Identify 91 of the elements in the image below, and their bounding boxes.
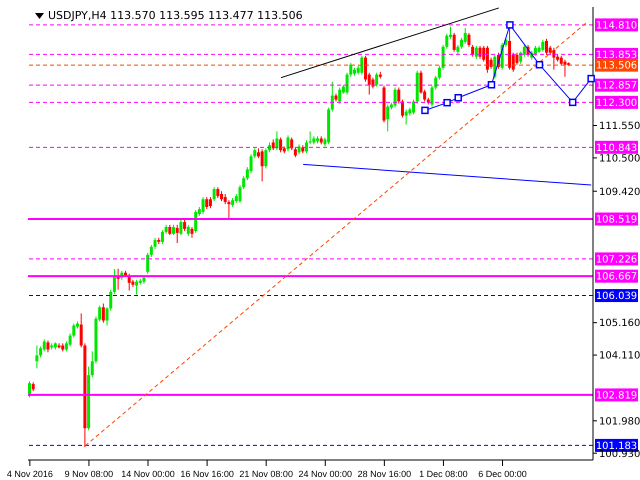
point bbox=[587, 74, 595, 82]
ref-line-label: 106.667 bbox=[596, 272, 638, 283]
point bbox=[421, 106, 429, 114]
x-tick-label: 16 Nov 16:00 bbox=[180, 469, 234, 479]
x-tick-label: 9 Nov 08:00 bbox=[64, 469, 114, 479]
candlestick bbox=[208, 196, 212, 209]
x-tick-label: 14 Nov 00:00 bbox=[121, 469, 175, 479]
point bbox=[506, 21, 514, 29]
candlestick bbox=[112, 268, 116, 294]
candlestick bbox=[452, 32, 456, 52]
y-tick-label: 105.160 bbox=[599, 318, 640, 330]
candlestick bbox=[42, 338, 46, 352]
ref-line-label: 107.226 bbox=[596, 254, 638, 266]
x-tick-label: 4 Nov 2016 bbox=[6, 469, 53, 479]
candlestick bbox=[360, 55, 364, 76]
point bbox=[568, 98, 576, 106]
candlestick bbox=[346, 72, 349, 96]
ref-line-label: 106.039 bbox=[596, 291, 638, 302]
candlestick bbox=[478, 45, 482, 60]
candlestick bbox=[176, 224, 179, 244]
candlestick bbox=[290, 137, 294, 151]
point bbox=[443, 98, 451, 106]
candlestick bbox=[260, 148, 264, 182]
ref-line-label: 102.819 bbox=[596, 390, 638, 402]
point bbox=[536, 60, 544, 68]
candlestick bbox=[541, 39, 544, 52]
ref-line-label: 113.853 bbox=[596, 50, 638, 61]
chart-title: USDJPY,H4 113.570 113.595 113.477 113.506 bbox=[48, 9, 303, 22]
x-tick-label: 1 Dec 08:00 bbox=[419, 469, 468, 479]
candlestick bbox=[253, 148, 256, 159]
candlestick bbox=[286, 134, 290, 152]
candlestick bbox=[72, 323, 76, 338]
candlestick bbox=[349, 62, 352, 78]
ref-line-label: 114.810 bbox=[596, 20, 638, 32]
candlestick bbox=[116, 268, 120, 290]
candlestick bbox=[464, 27, 467, 44]
candlestick bbox=[279, 137, 282, 153]
candlestick bbox=[212, 186, 216, 202]
candlestick bbox=[146, 252, 150, 274]
candlestick bbox=[272, 138, 275, 151]
candlestick bbox=[534, 45, 537, 56]
x-tick-label: 6 Dec 00:00 bbox=[478, 469, 527, 479]
point bbox=[488, 81, 496, 89]
y-tick-label: 110.500 bbox=[599, 153, 640, 164]
candlestick bbox=[35, 345, 38, 369]
candlestick bbox=[515, 52, 518, 66]
candlestick bbox=[186, 224, 190, 236]
ref-line-label: 113.506 bbox=[596, 60, 638, 72]
candlestick bbox=[386, 104, 390, 132]
candlestick bbox=[394, 87, 397, 108]
candlestick bbox=[220, 190, 224, 202]
candlestick bbox=[298, 144, 301, 155]
candlestick bbox=[330, 81, 334, 112]
ref-line-label: 110.843 bbox=[596, 142, 638, 154]
candlestick bbox=[563, 59, 566, 78]
candlestick bbox=[224, 194, 227, 205]
point bbox=[454, 94, 462, 102]
y-tick-label: 111.550 bbox=[599, 121, 640, 132]
candlestick bbox=[519, 51, 522, 64]
candlestick bbox=[474, 45, 478, 60]
x-tick-label: 28 Nov 16:00 bbox=[358, 469, 412, 479]
candlestick bbox=[544, 38, 548, 56]
x-tick-label: 21 Nov 08:00 bbox=[239, 469, 293, 479]
ref-line-label: 112.857 bbox=[596, 80, 638, 92]
candlestick bbox=[216, 186, 220, 199]
candlestick bbox=[102, 303, 105, 324]
candlestick bbox=[190, 226, 194, 238]
candlestick bbox=[80, 312, 83, 348]
candlestick bbox=[28, 380, 31, 398]
candlestick bbox=[275, 130, 278, 151]
candlestick bbox=[183, 219, 186, 232]
y-tick-label: 104.110 bbox=[599, 350, 640, 362]
candlestick bbox=[522, 44, 526, 58]
ref-line-label: 112.300 bbox=[596, 98, 638, 109]
candlestick bbox=[179, 219, 182, 236]
candlestick bbox=[338, 87, 342, 104]
ref-line-label: 108.519 bbox=[596, 214, 638, 226]
candlestick bbox=[172, 224, 176, 236]
candlestick bbox=[294, 146, 297, 158]
candlestick bbox=[467, 32, 470, 48]
candlestick bbox=[205, 196, 208, 210]
y-tick-label: 101.980 bbox=[599, 416, 640, 428]
candlestick bbox=[375, 72, 378, 88]
y-tick-label: 109.420 bbox=[599, 186, 640, 198]
candlestick bbox=[168, 224, 172, 236]
candlestick bbox=[404, 108, 408, 126]
candlestick bbox=[135, 279, 138, 296]
candlestick bbox=[227, 200, 230, 219]
candlestick bbox=[46, 340, 50, 353]
candlestick bbox=[202, 196, 205, 215]
x-tick-label: 24 Nov 00:00 bbox=[298, 469, 352, 479]
